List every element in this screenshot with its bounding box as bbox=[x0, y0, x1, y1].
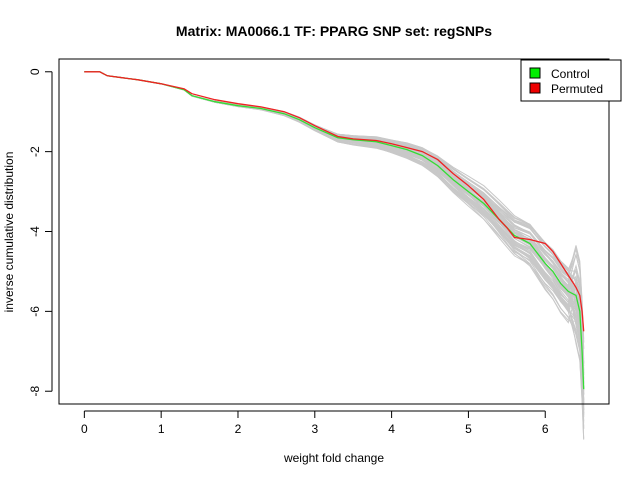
y-tick-label: -6 bbox=[28, 306, 42, 317]
series-group bbox=[84, 71, 585, 390]
x-axis-label: weight fold change bbox=[283, 451, 384, 465]
background-series-line bbox=[84, 71, 585, 439]
background-series-line bbox=[84, 71, 585, 429]
background-series-line bbox=[84, 71, 585, 339]
x-tick-label: 6 bbox=[542, 422, 549, 436]
background-series-line bbox=[84, 71, 585, 349]
y-axis-label: inverse cumulative distribution bbox=[2, 152, 16, 313]
background-series-line bbox=[84, 71, 585, 342]
x-tick-label: 3 bbox=[311, 422, 318, 436]
background-series-line bbox=[84, 71, 585, 343]
y-axis: 0 -2 -4 -6 -8 bbox=[28, 68, 53, 397]
y-tick-label: 0 bbox=[28, 68, 42, 75]
x-axis: 0 1 2 3 4 5 6 bbox=[81, 410, 549, 436]
y-tick-label: -2 bbox=[28, 146, 42, 157]
y-tick-label: -8 bbox=[28, 386, 42, 397]
legend-swatch-control bbox=[529, 67, 541, 79]
legend-box bbox=[520, 59, 622, 102]
series-line-control bbox=[84, 71, 585, 390]
background-series-line bbox=[84, 71, 585, 440]
plot-area bbox=[84, 71, 585, 440]
chart-title: Matrix: MA0066.1 TF: PPARG SNP set: regS… bbox=[176, 23, 492, 39]
x-tick-label: 4 bbox=[388, 422, 395, 436]
background-series-line bbox=[84, 71, 585, 417]
legend-swatch-permuted bbox=[529, 82, 541, 94]
x-tick-label: 0 bbox=[81, 422, 88, 436]
background-series-line bbox=[84, 71, 585, 384]
legend-label-control: Control bbox=[551, 67, 590, 81]
background-series-group bbox=[84, 71, 585, 440]
legend: Control Permuted bbox=[520, 59, 622, 102]
background-series-line bbox=[84, 71, 585, 429]
series-line-permuted bbox=[84, 71, 585, 332]
legend-label-permuted: Permuted bbox=[551, 82, 603, 96]
x-tick-label: 1 bbox=[158, 422, 165, 436]
y-tick-label: -4 bbox=[28, 226, 42, 237]
x-tick-label: 2 bbox=[235, 422, 242, 436]
background-series-line bbox=[84, 71, 585, 418]
x-tick-label: 5 bbox=[465, 422, 472, 436]
plot-frame bbox=[58, 58, 610, 405]
